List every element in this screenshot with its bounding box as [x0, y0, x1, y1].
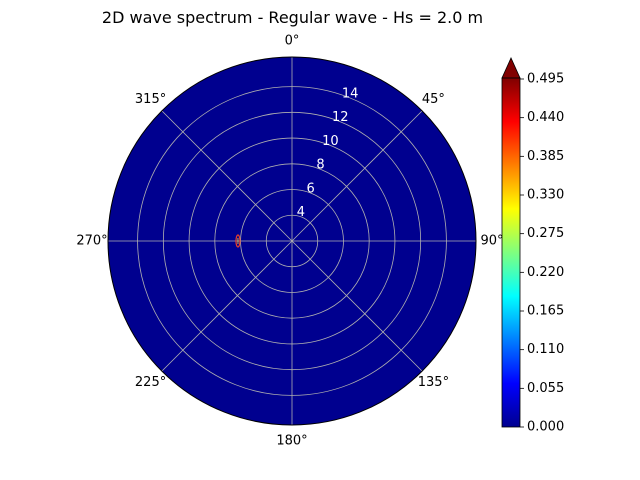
colorbar-tick-label: 0.165 [527, 304, 564, 319]
angular-tick-label: 180° [276, 434, 307, 449]
angular-tick-label: 45° [422, 92, 445, 107]
angular-tick-label: 135° [418, 375, 449, 390]
colorbar-extend-arrow [501, 57, 521, 79]
angular-grid-line [161, 110, 293, 242]
colorbar-tick-label: 0.440 [527, 110, 564, 125]
colorbar-tick-label: 0.220 [527, 265, 564, 280]
colorbar-tick-label: 0.330 [527, 188, 564, 203]
angular-tick-label: 225° [135, 375, 166, 390]
angular-grid-line [291, 240, 423, 372]
polar-frame [107, 56, 477, 426]
colorbar-tick-label: 0.000 [527, 420, 564, 435]
angular-grid-line [161, 240, 293, 372]
radial-tick-label: 4 [297, 205, 305, 220]
angular-tick-label: 90° [480, 234, 503, 249]
radial-tick-label: 14 [342, 86, 359, 101]
radial-tick-label: 12 [332, 110, 349, 125]
angular-grid-line [291, 110, 423, 242]
colorbar-frame [501, 77, 521, 428]
angular-tick-label: 315° [135, 92, 166, 107]
colorbar-tick-label: 0.110 [527, 342, 564, 357]
angular-tick-label: 270° [76, 234, 107, 249]
chart-title: 2D wave spectrum - Regular wave - Hs = 2… [101, 8, 484, 27]
colorbar-tick-label: 0.495 [527, 72, 564, 87]
radial-tick-label: 6 [307, 181, 315, 196]
radial-tick-label: 10 [322, 134, 339, 149]
colorbar-tick-label: 0.385 [527, 149, 564, 164]
colorbar [502, 78, 520, 427]
spectrum-peak [235, 234, 241, 248]
angular-tick-label: 0° [285, 34, 300, 49]
radial-tick-label: 8 [316, 158, 324, 173]
colorbar-tick-label: 0.055 [527, 381, 564, 396]
colorbar-tick-label: 0.275 [527, 226, 564, 241]
